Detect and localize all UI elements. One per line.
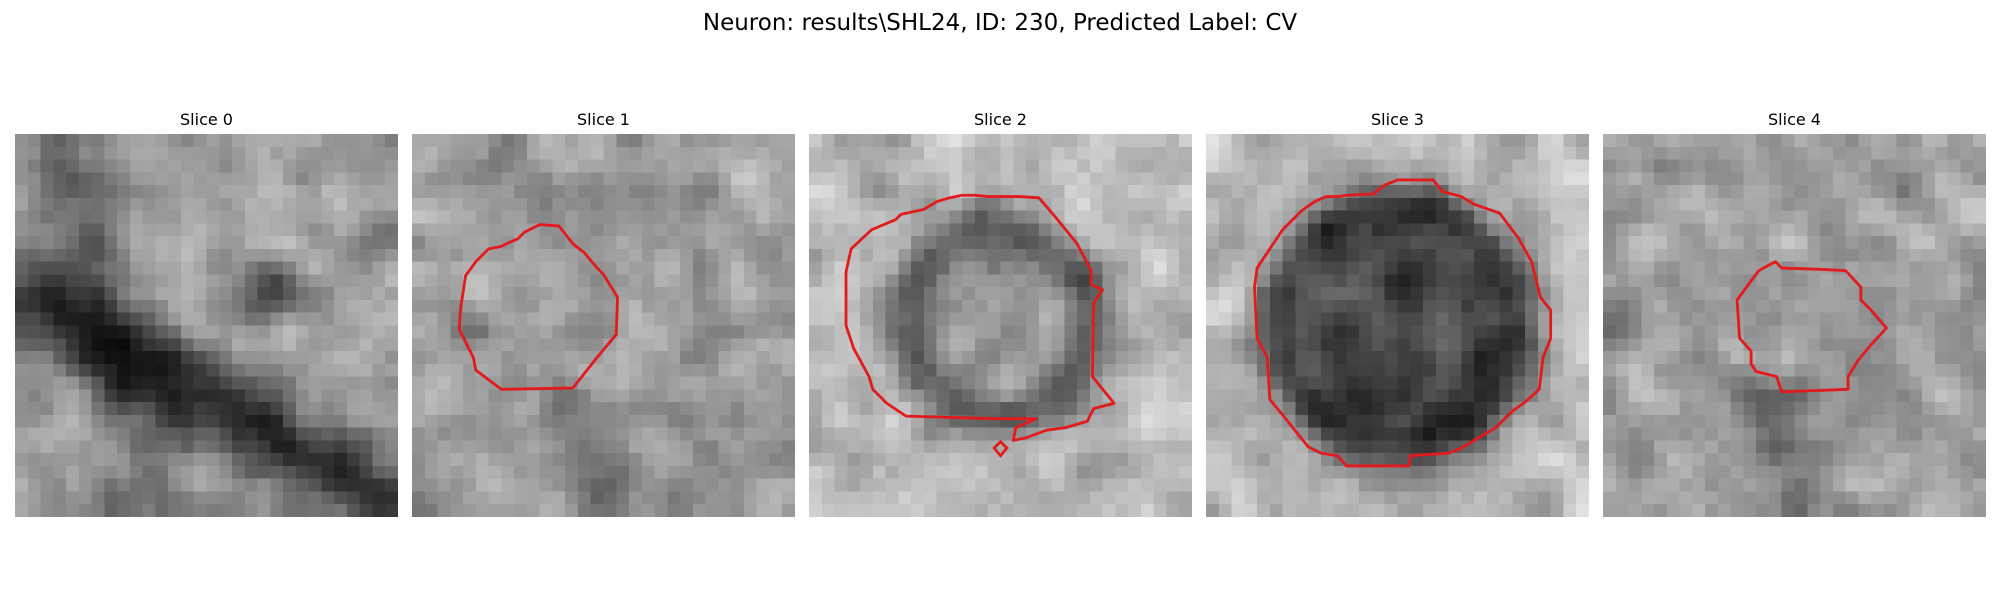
slice-title: Slice 3 <box>1371 110 1424 129</box>
slice-title: Slice 4 <box>1768 110 1821 129</box>
pixel-grid <box>809 134 1192 517</box>
slice-image <box>1206 134 1589 517</box>
pixel-grid <box>15 134 398 517</box>
slice-title: Slice 0 <box>180 110 233 129</box>
slice-title: Slice 2 <box>974 110 1027 129</box>
segmentation-contour <box>1735 260 1888 394</box>
slice-title: Slice 1 <box>577 110 630 129</box>
segmentation-contour <box>844 193 1116 442</box>
pixel-grid <box>1206 134 1589 517</box>
slice-image <box>412 134 795 517</box>
segmentation-contour-fragment <box>992 439 1009 458</box>
slice-image <box>1603 134 1986 517</box>
segmentation-contour <box>1253 178 1553 468</box>
segmentation-contour <box>457 223 619 391</box>
slice-image <box>809 134 1192 517</box>
pixel-grid <box>1603 134 1986 517</box>
slice-image <box>15 134 398 517</box>
pixel-grid <box>412 134 795 517</box>
figure-title: Neuron: results\SHL24, ID: 230, Predicte… <box>702 10 1298 36</box>
